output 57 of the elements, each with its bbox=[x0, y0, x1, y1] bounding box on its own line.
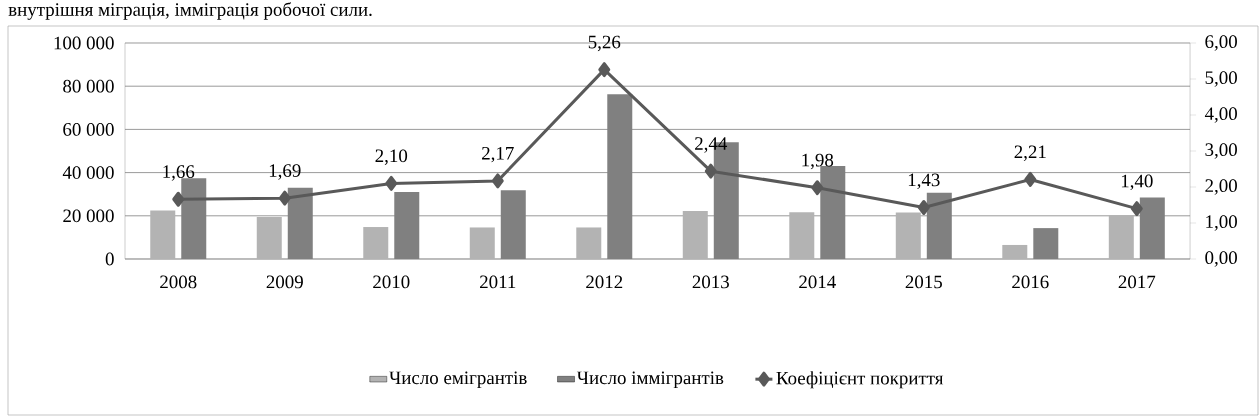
y2-tick-label: 5,00 bbox=[1205, 71, 1237, 87]
x-tick-label: 2011 bbox=[480, 275, 516, 289]
bar bbox=[363, 227, 389, 259]
y2-tick-label: 6,00 bbox=[1205, 35, 1237, 51]
point bbox=[172, 191, 185, 207]
y-tick-label: 20 000 bbox=[63, 209, 114, 223]
point bbox=[1130, 201, 1143, 217]
point bbox=[385, 175, 398, 191]
y-tick-label: 60 000 bbox=[63, 123, 114, 136]
y2-tick-label: 2,00 bbox=[1205, 179, 1237, 195]
x-tick-label: 2010 bbox=[373, 275, 410, 289]
data-label: 2,21 bbox=[1014, 145, 1046, 161]
bar bbox=[469, 227, 495, 259]
data-label: 2,44 bbox=[695, 137, 728, 153]
bar bbox=[1108, 215, 1134, 259]
y2-tick-label: 4,00 bbox=[1204, 107, 1237, 123]
y-tick-label: 80 000 bbox=[63, 79, 114, 93]
point bbox=[278, 190, 291, 206]
data-label: 1,69 bbox=[269, 164, 301, 180]
legend-label: Число емігрантів bbox=[389, 371, 527, 389]
bar bbox=[256, 216, 282, 259]
text: внутрішня міграція, імміграція робочої сили. bbox=[8, 2, 372, 20]
data-label: 2,17 bbox=[482, 146, 514, 163]
bar bbox=[150, 210, 176, 259]
bar bbox=[789, 212, 815, 259]
point bbox=[917, 200, 930, 216]
y-tick-label: 0 bbox=[105, 252, 114, 266]
x-tick-label: 2014 bbox=[799, 275, 836, 289]
point bbox=[491, 173, 504, 189]
legend-label: Число іммігрантів bbox=[576, 371, 724, 389]
data-label: 1,40 bbox=[1121, 174, 1153, 191]
x-tick-label: 2017 bbox=[1118, 275, 1156, 289]
y2-tick-label: 1,00 bbox=[1206, 215, 1237, 231]
y2-tick-label: 0,00 bbox=[1205, 251, 1237, 267]
bar bbox=[895, 212, 921, 259]
x-tick-label: 2012 bbox=[586, 275, 623, 289]
legend-label: Коефіцієнт покриття bbox=[776, 371, 944, 389]
x-tick-label: 2009 bbox=[266, 275, 303, 289]
x-tick-label: 2016 bbox=[1012, 275, 1049, 289]
x-tick-label: 2008 bbox=[160, 275, 197, 289]
bar bbox=[576, 227, 602, 259]
bar bbox=[682, 211, 708, 259]
bar bbox=[1002, 244, 1028, 259]
point bbox=[1024, 171, 1037, 187]
data-label: 1,66 bbox=[163, 165, 195, 181]
x-tick-label: 2015 bbox=[905, 275, 942, 289]
data-label: 1,43 bbox=[908, 173, 940, 190]
y2-tick-label: 3,00 bbox=[1205, 143, 1237, 159]
data-label: 5,26 bbox=[588, 35, 621, 52]
data-label: 2,10 bbox=[375, 149, 408, 165]
y-tick-label: 40 000 bbox=[62, 166, 114, 179]
point bbox=[598, 62, 611, 78]
data-label: 1,98 bbox=[802, 153, 834, 170]
point bbox=[704, 163, 717, 179]
y-tick-label: 100 000 bbox=[54, 36, 114, 50]
x-tick-label: 2013 bbox=[692, 275, 729, 289]
point bbox=[811, 180, 824, 196]
